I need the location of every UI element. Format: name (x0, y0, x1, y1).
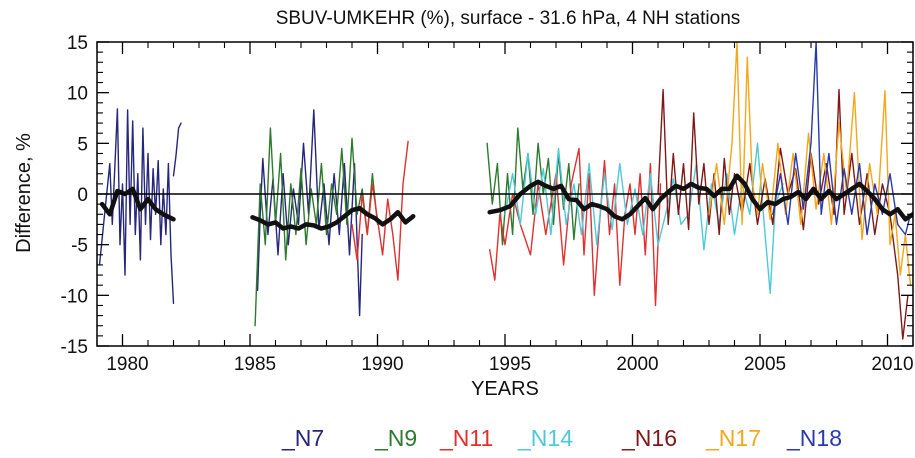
legend-entry-n17: _N17 (705, 425, 761, 451)
chart-title: SBUV-UMKEHR (%), surface - 31.6 hPa, 4 N… (276, 8, 741, 29)
x-axis-label: YEARS (471, 378, 539, 400)
y-tick-label: -5 (71, 236, 88, 257)
y-tick-label: 5 (77, 134, 88, 155)
x-tick-label: 2010 (871, 354, 913, 375)
series-line-0-0 (98, 108, 175, 305)
x-tick-label: 1985 (234, 354, 276, 375)
series-line-2-0 (351, 140, 409, 281)
series-n17 (708, 42, 912, 286)
y-tick-label: -15 (61, 337, 88, 358)
x-tick-label: 1980 (106, 354, 148, 375)
series-line-1-1 (486, 127, 580, 246)
mean-line-7-0 (99, 186, 176, 222)
series-n11 (351, 140, 662, 307)
y-tick-label: 10 (67, 84, 88, 105)
legend-entry-n16: _N16 (621, 425, 677, 451)
x-tick-label: 2000 (616, 354, 658, 375)
series-n7 (98, 108, 363, 317)
y-tick-label: 15 (67, 33, 88, 54)
series-line-2-1 (489, 147, 662, 307)
tick-labels-layer: 1980 1985 1990 1995 2000 2005 2010 -15 -10 -5 0 5 10… (61, 33, 914, 375)
legend-entry-n7: _N7 (281, 425, 324, 451)
series-layer (98, 42, 913, 340)
x-tick-label: 1990 (361, 354, 403, 375)
y-axis-label: Difference, % (13, 133, 35, 253)
series-line-0-1 (172, 122, 182, 177)
legend-entry-n18: _N18 (786, 425, 842, 451)
x-tick-label: 2005 (744, 354, 786, 375)
legend-entry-n14: _N14 (517, 425, 573, 451)
x-tick-label: 1995 (489, 354, 531, 375)
y-tick-label: 0 (77, 185, 88, 206)
mean-line-7-1 (250, 205, 416, 231)
legend-entry-n9: _N9 (374, 425, 417, 451)
series-line-5-0 (708, 42, 912, 286)
y-tick-label: -10 (61, 286, 88, 307)
ticks-layer (96, 41, 914, 347)
legend-entry-n11: _N11 (439, 425, 493, 451)
legend: _N7 _N9 _N11 _N14 _N16 _N17 _N18 (281, 425, 842, 451)
